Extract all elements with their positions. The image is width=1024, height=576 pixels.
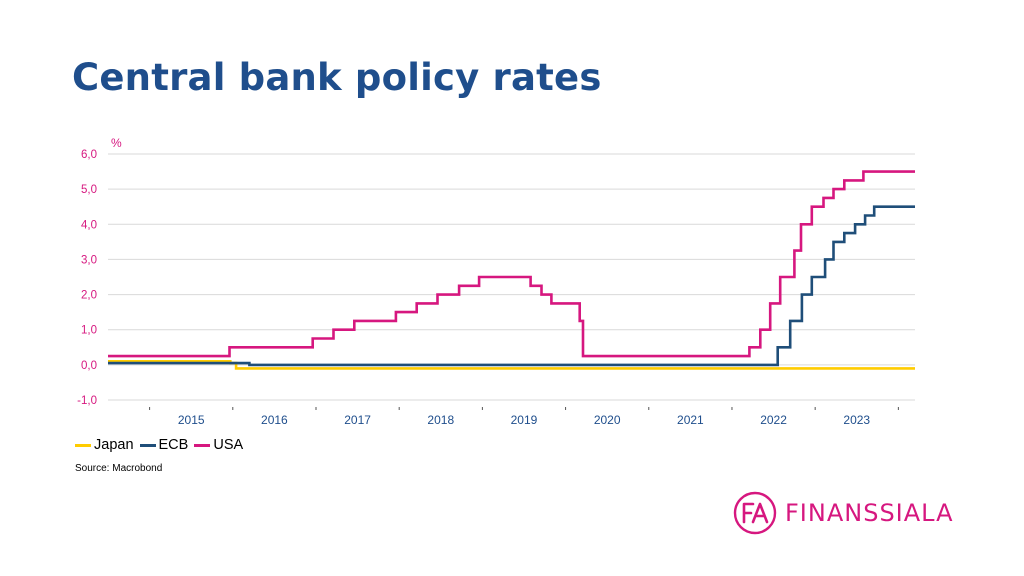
legend-swatch-ecb (139, 443, 156, 447)
x-tick-label: 2022 (760, 413, 787, 427)
x-tick-label: 2015 (178, 413, 205, 427)
brand-name: FINANSSIALA (785, 499, 954, 527)
y-tick-label: 0,0 (81, 360, 97, 372)
y-tick-label: 6,0 (81, 149, 97, 161)
x-tick-label: 2016 (261, 413, 288, 427)
fa-monogram-icon (733, 491, 777, 535)
source-note: Source: Macrobond (75, 463, 163, 474)
x-tick-label: 2017 (344, 413, 371, 427)
series-line-ecb (108, 205, 915, 367)
y-tick-label: 3,0 (81, 254, 97, 266)
legend-label-japan: Japan (94, 437, 134, 453)
x-tick-label: 2018 (427, 413, 454, 427)
brand-logo: FINANSSIALA (733, 491, 954, 535)
y-tick-label: 2,0 (81, 290, 97, 302)
legend-item-ecb: ECB (139, 437, 189, 453)
legend-label-ecb: ECB (158, 437, 189, 453)
series-line-usa (108, 170, 915, 358)
x-tick-label: 2020 (594, 413, 621, 427)
legend-item-usa: USA (194, 437, 243, 453)
y-tick-label: 5,0 (81, 184, 97, 196)
page-title: Central bank policy rates (72, 56, 602, 99)
y-tick-label: 1,0 (81, 325, 97, 337)
legend-swatch-usa (194, 443, 211, 447)
x-tick-label: 2019 (511, 413, 538, 427)
chart-legend: Japan ECB USA (75, 437, 243, 453)
policy-rate-chart: -1,0 0,0 1,0 2,0 3,0 4,0 5,0 6,0% 2015 2016 2017 20… (77, 136, 915, 427)
legend-label-usa: USA (213, 437, 244, 453)
y-tick-label: -1,0 (77, 395, 97, 407)
legend-item-japan: Japan (75, 437, 134, 453)
y-tick-label: 4,0 (81, 219, 97, 231)
x-tick-label: 2023 (843, 413, 870, 427)
x-tick-label: 2021 (677, 413, 704, 427)
legend-swatch-japan (75, 443, 91, 447)
y-unit-label: % (111, 136, 122, 150)
